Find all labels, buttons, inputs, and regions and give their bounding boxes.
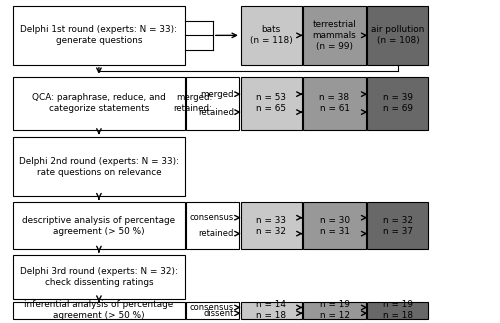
Text: dissent:: dissent:: [204, 309, 237, 318]
Text: inferential analysis of percentage
agreement (> 50 %): inferential analysis of percentage agree…: [24, 300, 174, 320]
Text: n = 33
n = 32: n = 33 n = 32: [256, 216, 286, 236]
Text: merged:
retained:: merged: retained:: [174, 93, 212, 113]
FancyBboxPatch shape: [368, 77, 428, 130]
FancyBboxPatch shape: [13, 77, 185, 130]
Text: terrestrial
mammals
(n = 99): terrestrial mammals (n = 99): [312, 20, 356, 51]
Text: merged:: merged:: [200, 90, 237, 99]
Text: n = 19
n = 18: n = 19 n = 18: [383, 300, 413, 320]
FancyBboxPatch shape: [302, 302, 366, 319]
Text: retained:: retained:: [198, 108, 237, 117]
Text: n = 38
n = 61: n = 38 n = 61: [320, 93, 350, 113]
FancyBboxPatch shape: [13, 6, 185, 65]
FancyBboxPatch shape: [302, 77, 366, 130]
FancyBboxPatch shape: [186, 302, 239, 319]
FancyBboxPatch shape: [186, 77, 239, 130]
Text: consensus:: consensus:: [190, 303, 237, 312]
FancyBboxPatch shape: [241, 302, 302, 319]
FancyBboxPatch shape: [241, 202, 302, 249]
FancyBboxPatch shape: [241, 6, 302, 65]
FancyBboxPatch shape: [186, 202, 239, 249]
FancyBboxPatch shape: [13, 255, 185, 299]
Text: Delphi 3rd round (experts: N = 32):
check dissenting ratings: Delphi 3rd round (experts: N = 32): chec…: [20, 267, 178, 287]
Text: n = 30
n = 31: n = 30 n = 31: [320, 216, 350, 236]
Text: Delphi 1st round (experts: N = 33):
generate questions: Delphi 1st round (experts: N = 33): gene…: [20, 25, 178, 46]
Text: descriptive analysis of percentage
agreement (> 50 %): descriptive analysis of percentage agree…: [22, 216, 176, 236]
FancyBboxPatch shape: [13, 302, 185, 319]
Text: bats
(n = 118): bats (n = 118): [250, 25, 292, 46]
Text: QCA: paraphrase, reduce, and
categorize statements: QCA: paraphrase, reduce, and categorize …: [32, 93, 166, 113]
Text: n = 39
n = 69: n = 39 n = 69: [383, 93, 413, 113]
Text: n = 19
n = 12: n = 19 n = 12: [320, 300, 350, 320]
FancyBboxPatch shape: [302, 202, 366, 249]
Text: n = 14
n = 18: n = 14 n = 18: [256, 300, 286, 320]
Text: Delphi 2nd round (experts: N = 33):
rate questions on relevance: Delphi 2nd round (experts: N = 33): rate…: [19, 157, 179, 177]
Text: n = 53
n = 65: n = 53 n = 65: [256, 93, 286, 113]
FancyBboxPatch shape: [368, 202, 428, 249]
Text: retained:: retained:: [198, 229, 237, 238]
FancyBboxPatch shape: [241, 77, 302, 130]
FancyBboxPatch shape: [302, 6, 366, 65]
FancyBboxPatch shape: [368, 6, 428, 65]
Text: consensus:: consensus:: [190, 213, 237, 222]
FancyBboxPatch shape: [368, 302, 428, 319]
FancyBboxPatch shape: [13, 202, 185, 249]
Text: air pollution
(n = 108): air pollution (n = 108): [371, 25, 424, 46]
Text: n = 32
n = 37: n = 32 n = 37: [383, 216, 413, 236]
FancyBboxPatch shape: [13, 138, 185, 196]
